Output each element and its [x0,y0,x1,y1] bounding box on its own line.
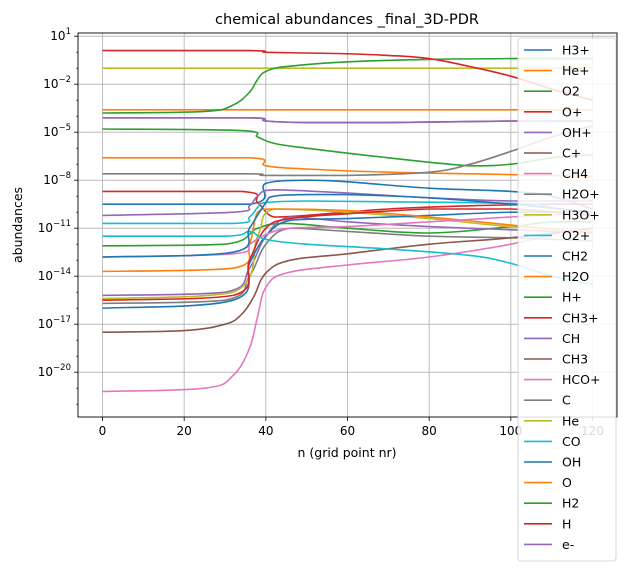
y-tick-base: 10 [50,29,65,43]
series-line-16 [102,227,593,333]
legend-label: H [562,516,571,531]
series-line-17 [102,211,593,258]
y-tick-label: 10−8 [43,171,71,187]
y-tick-label: 101 [50,27,71,43]
y-tick-base: 10 [38,317,53,331]
x-tick-label: 100 [499,424,522,438]
legend-label: CH3 [562,352,588,367]
x-tick-label: 80 [422,424,437,438]
series-line-15 [102,189,593,217]
series-line-12 [102,208,593,273]
y-tick-exponent: 1 [66,27,71,37]
legend-label: CH4 [562,166,588,181]
legend-label: O2+ [562,228,590,243]
y-tick-label: 10−17 [38,315,71,331]
legend-label: C [562,393,571,408]
legend-label: O+ [562,104,582,119]
legend-label: CH2 [562,249,588,264]
legend-label: e- [562,537,574,552]
y-axis-label: abundances [10,187,25,263]
y-tick-exponent: −2 [58,75,71,85]
legend-label: H+ [562,290,582,305]
legend-box [517,37,617,562]
y-tick-exponent: −20 [53,363,71,373]
legend-label: He [562,413,579,428]
y-tick-base: 10 [38,221,53,235]
legend-label: CH [562,331,580,346]
legend-label: OH [562,455,581,470]
series-line-14 [102,208,593,301]
series-line-9 [102,208,593,300]
legend-label: H2O+ [562,187,600,202]
legend-label: C+ [562,146,581,161]
x-tick-label: 60 [340,424,355,438]
series-line-11 [102,211,593,309]
y-tick-label: 10−11 [38,219,71,235]
series-line-23 [102,57,593,114]
y-tick-label: 10−2 [43,75,71,91]
y-tick-label: 10−14 [38,267,71,283]
series-line-21 [102,193,593,258]
x-tick-label: 0 [99,424,107,438]
legend-label: H2O [562,269,589,284]
chart-title: chemical abundances _final_3D-PDR [215,12,479,28]
y-tick-exponent: −11 [53,219,71,229]
x-tick-label: 20 [177,424,192,438]
legend: H3+He+O2O+OH+C+CH4H2O+H3O+O2+CH2H2OH+CH3… [517,37,617,562]
y-tick-base: 10 [43,77,58,91]
legend-label: H3O+ [562,207,600,222]
y-tick-exponent: −14 [53,267,71,277]
y-tick-label: 10−20 [38,363,71,379]
legend-label: HCO+ [562,372,600,387]
legend-label: H3+ [562,43,590,58]
legend-label: O [562,475,572,490]
legend-label: H2 [562,496,579,511]
legend-label: CH3+ [562,310,599,325]
y-tick-base: 10 [43,173,58,187]
y-tick-exponent: −17 [53,315,71,325]
x-axis-label: n (grid point nr) [297,445,396,460]
y-tick-base: 10 [38,269,53,283]
y-tick-exponent: −5 [58,123,71,133]
series-line-25 [102,116,593,124]
y-tick-exponent: −8 [58,171,71,181]
y-tick-label: 10−5 [43,123,71,139]
x-tick-label: 40 [258,424,273,438]
y-tick-base: 10 [43,125,58,139]
y-tick-base: 10 [38,365,53,379]
legend-label: OH+ [562,125,592,140]
series-line-7 [102,227,593,393]
legend-label: He+ [562,63,590,78]
legend-label: CO [562,434,581,449]
series-line-5 [102,216,593,297]
legend-label: O2 [562,84,580,99]
